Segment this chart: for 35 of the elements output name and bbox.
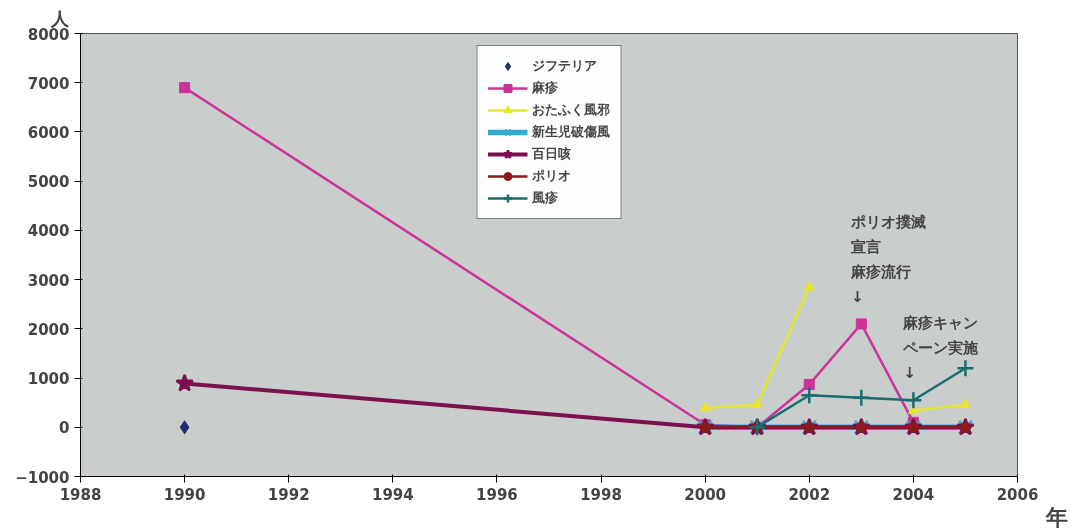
legend-label: 百日咳 — [532, 145, 571, 163]
x-axis-title: 年 — [1044, 504, 1068, 529]
y-tick-label: −1000 — [15, 468, 70, 487]
y-axis-title: 人 — [49, 7, 70, 29]
x-tick-label: 1998 — [580, 485, 622, 504]
x-tick-label: 1996 — [476, 485, 518, 504]
x-tick-label: 2000 — [684, 485, 727, 504]
legend-label: おたふく風邪 — [532, 101, 610, 119]
annotation: ↓ — [903, 364, 916, 383]
y-tick-label: 3000 — [27, 271, 70, 290]
annotation: ↓ — [851, 287, 864, 306]
x-tick-label: 1990 — [163, 485, 206, 504]
x-tick-label: 1988 — [59, 485, 102, 504]
y-tick-label: 2000 — [27, 320, 70, 339]
annotation: 宣言 — [851, 237, 882, 256]
annotation: ペーン実施 — [902, 339, 980, 358]
x-tick-label: 1992 — [267, 485, 310, 504]
x-tick-label: 2006 — [996, 485, 1039, 504]
y-tick-label: 7000 — [27, 74, 70, 93]
legend-label: 新生児破傷風 — [532, 123, 610, 141]
legend-label: ポリオ — [532, 167, 571, 185]
annotation: 麻疹流行 — [850, 262, 912, 281]
y-tick-label: 4000 — [27, 222, 70, 241]
y-tick-label: 6000 — [27, 123, 70, 142]
annotation: ポリオ撲滅 — [850, 212, 927, 231]
y-tick-label: 5000 — [27, 173, 70, 192]
x-tick-label: 2002 — [788, 485, 831, 504]
y-tick-label: 1000 — [27, 370, 70, 389]
x-tick-label: 1994 — [371, 485, 414, 504]
annotation: 麻疹キャン — [902, 314, 979, 333]
x-tick-label: 2004 — [892, 485, 935, 504]
legend-label: ジフテリア — [532, 57, 597, 75]
legend-label: 麻疹 — [532, 79, 558, 97]
y-tick-label: 0 — [59, 419, 70, 438]
legend-label: 風疹 — [532, 189, 558, 207]
